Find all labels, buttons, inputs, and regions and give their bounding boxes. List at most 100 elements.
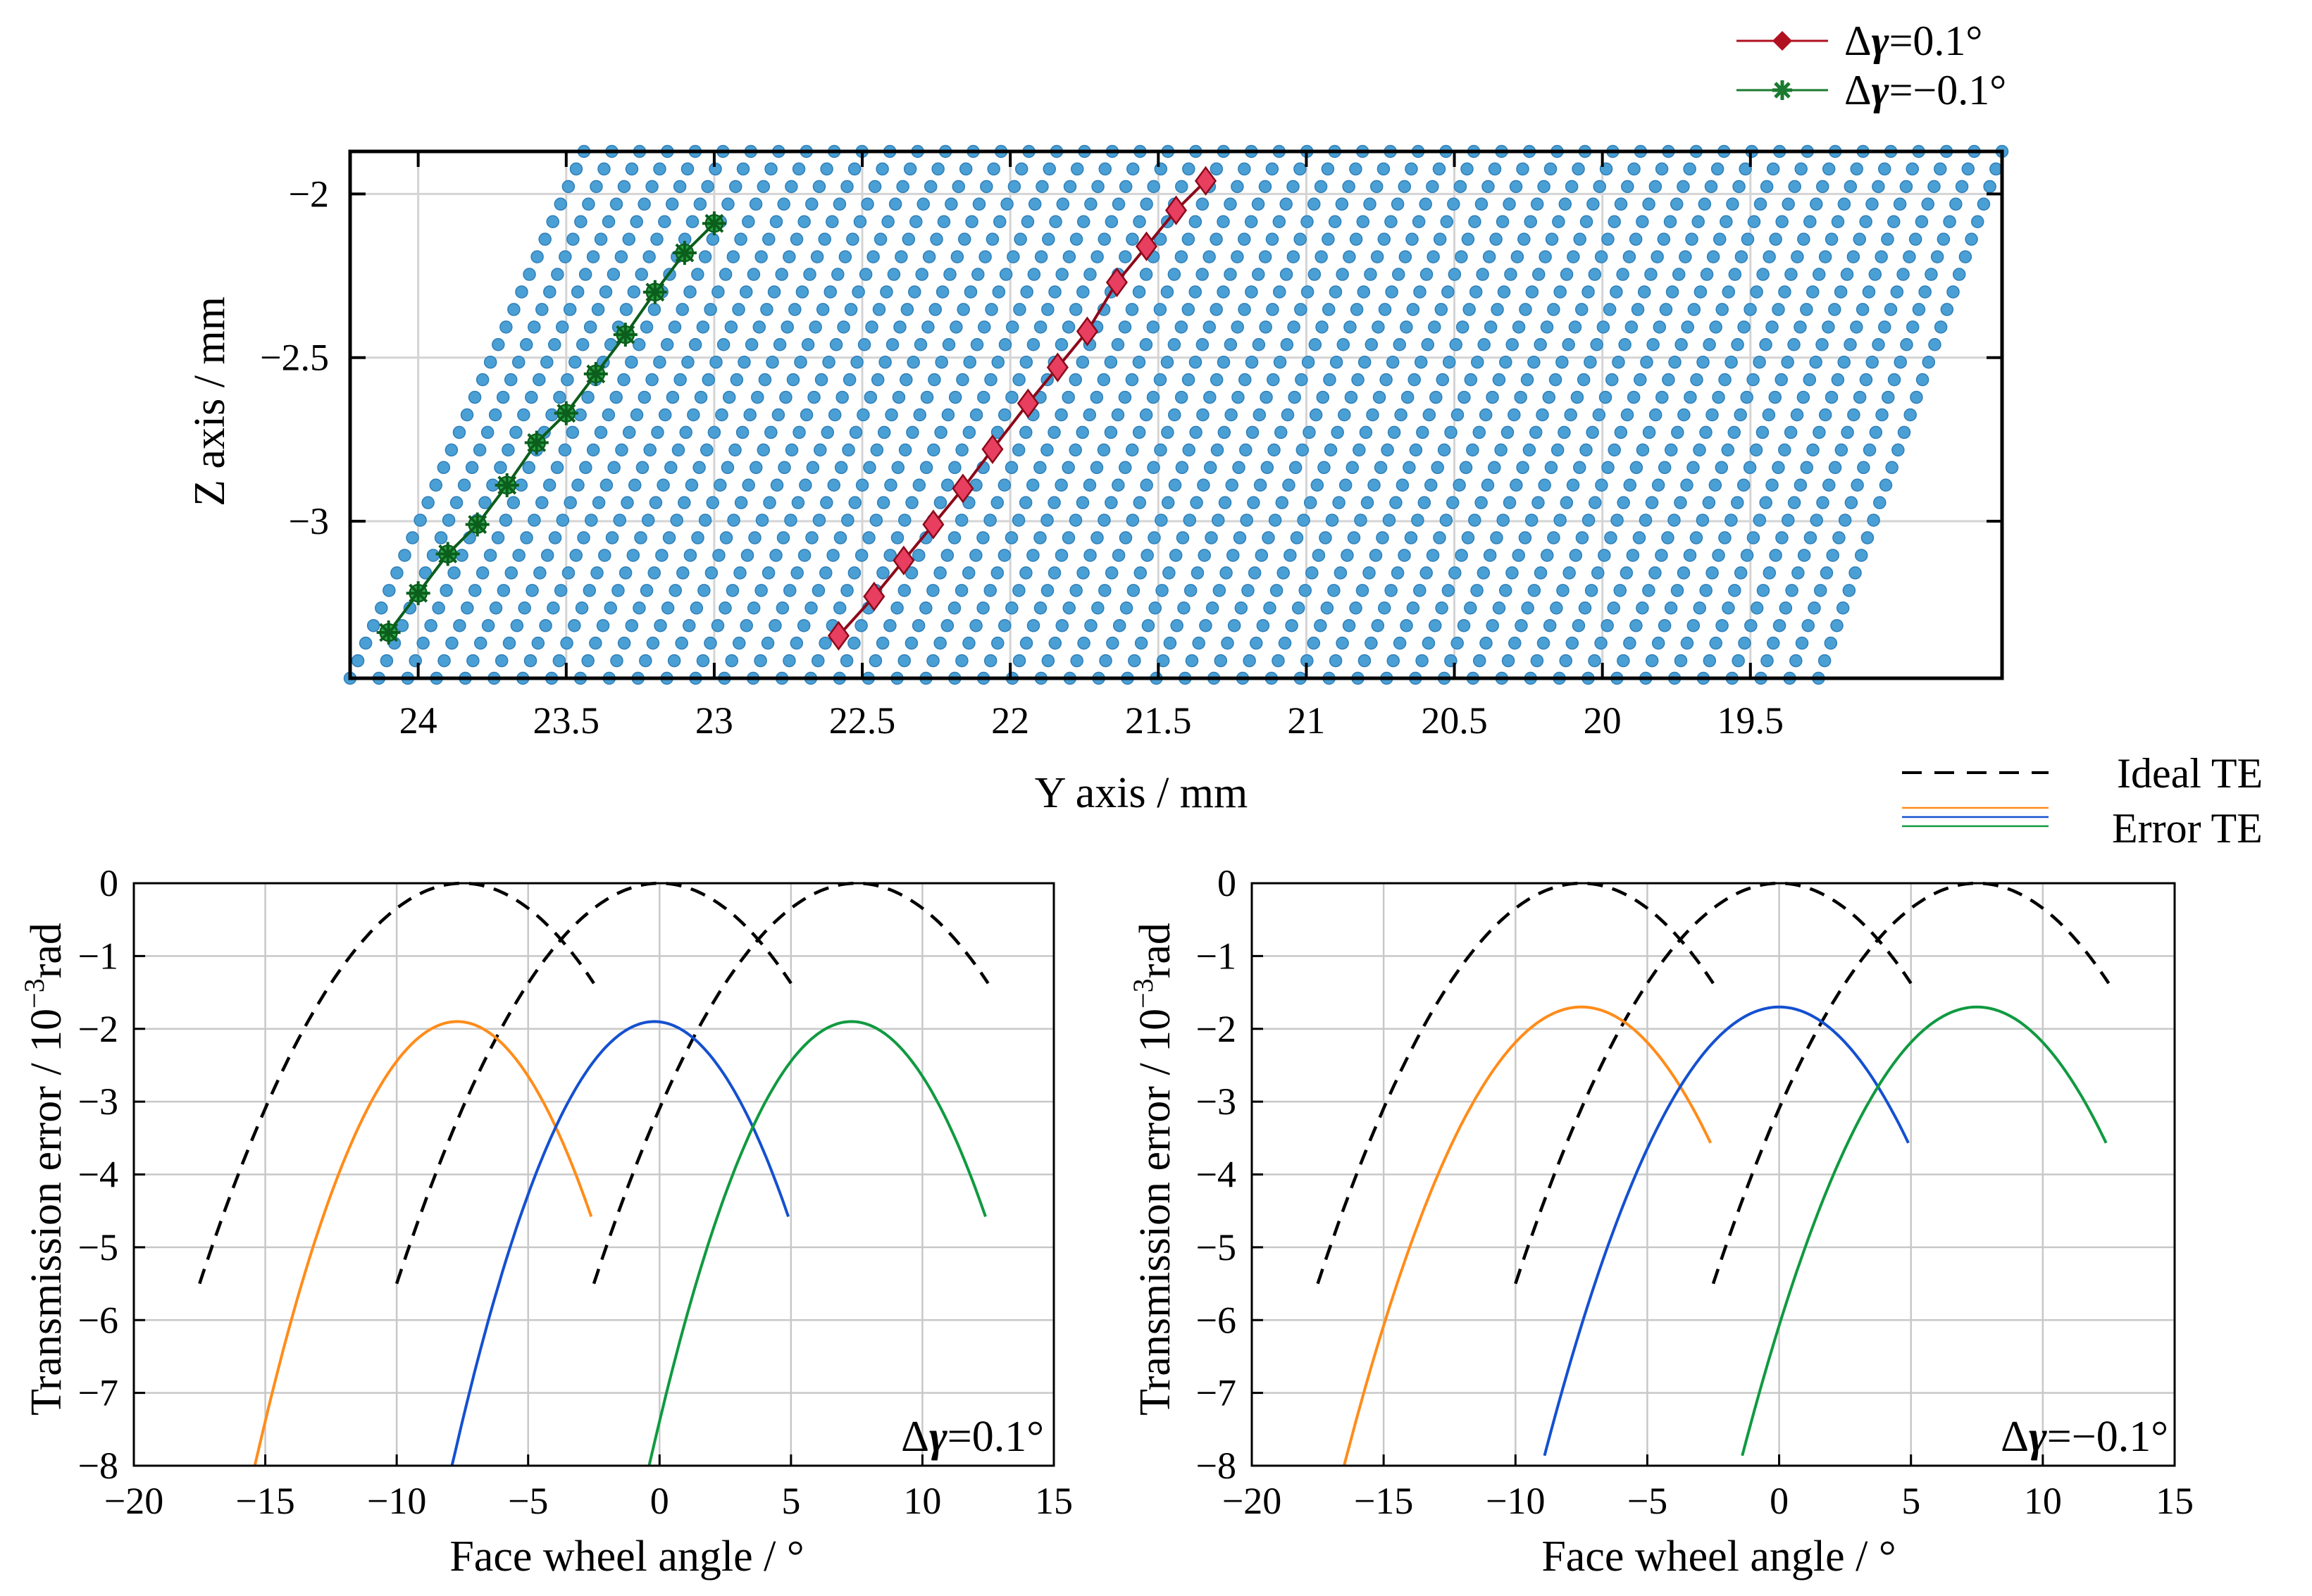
grid-point	[1378, 303, 1392, 316]
grid-point	[1238, 303, 1251, 316]
grid-point	[1540, 320, 1554, 334]
grid-point	[1477, 338, 1491, 351]
grid-point	[1810, 513, 1823, 527]
grid-point	[681, 355, 695, 369]
grid-point	[1872, 180, 1885, 194]
grid-point	[625, 618, 639, 632]
grid-point	[1312, 549, 1326, 562]
star-ray	[468, 515, 487, 535]
star-ray	[438, 544, 458, 563]
grid-point	[1488, 461, 1501, 475]
grid-point	[1280, 338, 1294, 351]
grid-point	[540, 355, 554, 369]
grid-point	[1498, 584, 1512, 597]
grid-point	[1607, 601, 1620, 615]
grid-point	[409, 654, 422, 668]
grid-point	[535, 303, 549, 316]
grid-point	[1369, 180, 1384, 194]
grid-point	[1468, 215, 1481, 228]
ideal-te-curve-3	[592, 881, 990, 1285]
grid-point	[607, 268, 621, 281]
grid-point	[797, 549, 812, 562]
grid-point	[785, 180, 798, 194]
grid-point	[940, 618, 955, 632]
grid-point	[1516, 162, 1529, 176]
grid-point	[1005, 531, 1019, 544]
grid-point	[1674, 338, 1688, 351]
grid-point	[985, 303, 998, 316]
grid-point	[1365, 636, 1378, 650]
grid-point	[607, 461, 621, 475]
grid-point	[764, 425, 778, 439]
grid-point	[1472, 425, 1486, 439]
grid-point	[993, 215, 1007, 228]
grid-point	[977, 390, 990, 404]
grid-point	[914, 338, 928, 351]
grid-point	[1245, 285, 1258, 299]
grid-point	[646, 636, 660, 650]
grid-point	[1651, 636, 1665, 650]
grid-point	[605, 531, 619, 544]
grid-point	[715, 408, 728, 422]
grid-point	[738, 355, 751, 369]
star-ray	[586, 364, 606, 384]
grid-point	[1853, 390, 1867, 404]
grid-point	[986, 232, 1000, 246]
grid-point	[1359, 425, 1373, 439]
grid-point	[888, 197, 902, 211]
grid-point	[1803, 215, 1817, 228]
grid-point	[933, 636, 947, 650]
grid-point	[1596, 320, 1610, 334]
grid-point	[1458, 390, 1471, 404]
grid-point	[1133, 496, 1147, 509]
top-y-tick-label: −2.5	[260, 337, 329, 379]
grid-point	[496, 390, 510, 404]
grid-point	[1421, 338, 1434, 351]
grid-point	[812, 180, 826, 194]
grid-point	[1670, 197, 1684, 211]
grid-point	[1104, 425, 1118, 439]
grid-point	[1405, 232, 1419, 246]
grid-point	[1503, 496, 1517, 509]
grid-point	[1772, 303, 1785, 316]
grid-point	[540, 549, 554, 562]
grid-point	[461, 601, 474, 615]
grid-point	[1558, 197, 1572, 211]
grid-point	[1090, 390, 1104, 404]
grid-point	[1226, 549, 1240, 562]
grid-point	[1965, 232, 1978, 246]
grid-point	[1393, 636, 1407, 650]
grid-point	[898, 443, 912, 457]
grid-point	[826, 549, 840, 562]
grid-point	[554, 584, 568, 597]
grid-point	[491, 531, 505, 544]
grid-point	[1608, 215, 1621, 228]
grid-point	[942, 338, 956, 351]
grid-point	[775, 268, 788, 281]
star-ray	[704, 213, 724, 233]
series-point-minus	[376, 620, 401, 644]
grid-point	[955, 513, 969, 527]
star-ray	[557, 404, 576, 423]
grid-point	[1560, 496, 1574, 509]
grid-point	[1578, 601, 1592, 615]
grid-point	[1231, 320, 1244, 334]
grid-point	[1241, 584, 1255, 597]
grid-point	[907, 355, 920, 369]
grid-point	[1875, 250, 1888, 263]
grid-point	[1781, 355, 1794, 369]
grid-point	[749, 197, 763, 211]
grid-point	[563, 303, 577, 316]
grid-point	[466, 654, 480, 668]
grid-point	[1930, 250, 1944, 263]
grid-point	[1364, 268, 1377, 281]
grid-point	[814, 443, 827, 457]
grid-point	[1026, 478, 1040, 492]
grid-point	[1550, 601, 1563, 615]
grid-point	[990, 566, 1005, 580]
grid-point	[783, 250, 796, 263]
grid-point	[510, 618, 524, 632]
grid-point	[1412, 215, 1426, 228]
grid-point	[1724, 513, 1738, 527]
